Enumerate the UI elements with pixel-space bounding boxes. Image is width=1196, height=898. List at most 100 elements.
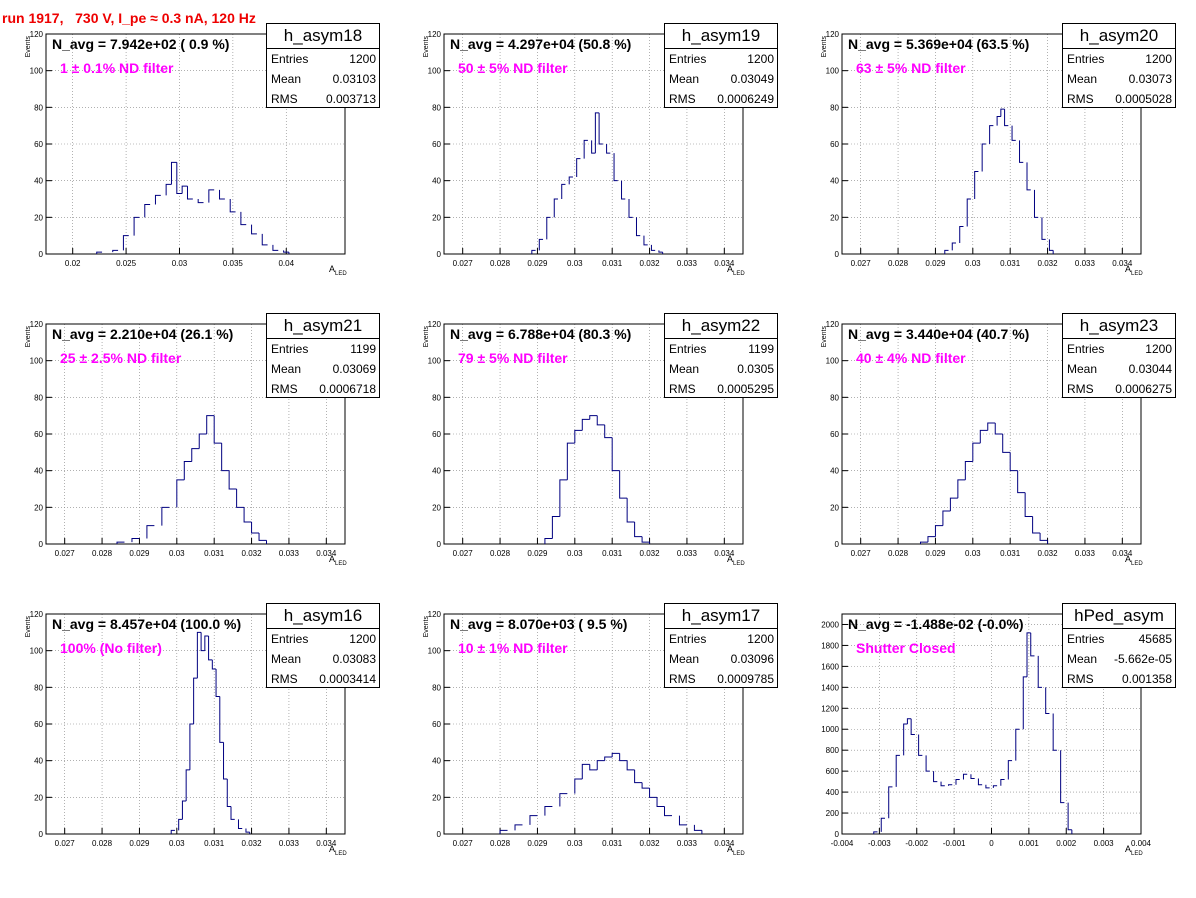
histogram-bin — [985, 784, 990, 789]
x-tick-label: 0.033 — [279, 549, 300, 558]
x-tick-label: 0.03 — [567, 839, 583, 848]
x-tick-label: -0.001 — [943, 839, 966, 848]
x-axis-label: ALED — [1125, 844, 1143, 857]
stats-mean-value: 0.03044 — [1128, 362, 1172, 376]
histogram-bin — [200, 632, 205, 652]
stats-entries-row: Entries 1200 — [1063, 339, 1175, 359]
y-tick-label: 0 — [835, 830, 840, 839]
navg-label: N_avg = 4.297e+04 (50.8 %) — [450, 36, 632, 52]
histogram-bin — [193, 677, 198, 724]
stats-title: h_asym17 — [665, 604, 777, 629]
filter-annotation: 40 ± 4% ND filter — [856, 350, 966, 366]
histogram-bin — [1033, 189, 1039, 218]
histogram-bin — [1017, 470, 1026, 494]
stats-rms-row: RMS 0.0006275 — [1063, 379, 1175, 399]
histogram-bin — [574, 778, 583, 794]
x-tick-label: 0.032 — [640, 259, 661, 268]
y-tick-label: 60 — [432, 140, 441, 149]
x-tick-label: 0.028 — [92, 839, 113, 848]
histogram-bin — [656, 797, 665, 807]
stats-entries-label: Entries — [669, 52, 707, 66]
histogram-plot: 0.027 0.028 0.029 0.03 0.031 0.032 0.033 0.034 0… — [423, 30, 745, 277]
stats-entries-row: Entries 1200 — [267, 629, 379, 649]
histogram-bin — [1045, 687, 1050, 715]
x-tick-label: 0.034 — [714, 259, 735, 268]
histogram-bin — [962, 773, 968, 780]
stats-entries-label: Entries — [669, 342, 707, 356]
histogram-bin — [223, 742, 228, 780]
histogram-bin — [122, 235, 129, 251]
stats-mean-label: Mean — [669, 362, 700, 376]
histogram-bin — [1037, 655, 1042, 688]
histogram-bin — [613, 153, 618, 182]
y-tick-label: 120 — [428, 320, 442, 329]
histogram-bin — [957, 479, 966, 499]
histogram-bin — [994, 423, 1003, 435]
y-tick-label: 400 — [826, 788, 840, 797]
histogram-bin — [1002, 434, 1011, 453]
histogram-bin — [959, 226, 964, 243]
x-tick-label: 0.031 — [602, 259, 623, 268]
filter-annotation: 100% (No filter) — [60, 640, 162, 656]
histogram-bin — [176, 162, 183, 194]
stats-entries-value: 1200 — [1145, 52, 1172, 66]
histogram-bin — [568, 176, 573, 185]
y-axis-label: Events — [423, 616, 430, 638]
histogram-bin — [589, 764, 598, 771]
stats-title: h_asym18 — [267, 24, 379, 49]
stats-entries-label: Entries — [1067, 632, 1105, 646]
histogram-bin — [951, 242, 956, 251]
y-tick-label: 2000 — [821, 620, 839, 629]
navg-label: N_avg = 6.788e+04 (80.3 %) — [450, 326, 632, 342]
stats-mean-row: Mean 0.03096 — [665, 649, 777, 669]
navg-label: N_avg = 8.070e+03 ( 9.5 %) — [450, 616, 628, 632]
y-tick-label: 100 — [30, 67, 44, 76]
x-tick-label: 0.032 — [1038, 549, 1059, 558]
stats-box: h_asym17 Entries 1200 Mean 0.03096 RMS 0.00097… — [664, 603, 778, 688]
histogram-bin — [243, 507, 252, 523]
stats-mean-label: Mean — [669, 652, 700, 666]
stats-rms-value: 0.0005295 — [717, 382, 774, 396]
x-axis-label: ALED — [1125, 264, 1143, 277]
stats-entries-label: Entries — [1067, 52, 1105, 66]
histogram-bin — [1048, 239, 1054, 251]
stats-box: h_asym22 Entries 1199 Mean 0.0305 RMS 0.000529… — [664, 313, 778, 398]
x-tick-label: 0.034 — [1112, 549, 1133, 558]
y-tick-label: 60 — [432, 720, 441, 729]
y-tick-label: 20 — [34, 213, 43, 222]
histogram-bin — [1000, 779, 1005, 786]
x-axis-label: ALED — [727, 554, 745, 567]
x-tick-label: 0.033 — [677, 549, 698, 558]
histogram-bin — [181, 185, 188, 194]
stats-mean-row: Mean 0.03073 — [1063, 69, 1175, 89]
stats-rms-row: RMS 0.001358 — [1063, 669, 1175, 689]
x-tick-label: 0.004 — [1131, 839, 1152, 848]
filter-annotation: 25 ± 2.5% ND filter — [60, 350, 182, 366]
x-tick-label: 0.028 — [888, 549, 909, 558]
histogram-plot: 0.027 0.028 0.029 0.03 0.031 0.032 0.033 0.034 0… — [821, 320, 1143, 567]
histogram-bin — [514, 824, 523, 831]
histogram-bin — [529, 815, 538, 825]
histogram-bin — [206, 415, 215, 434]
histogram-bin — [146, 525, 155, 539]
histogram-bin — [144, 204, 151, 218]
stats-mean-value: 0.03083 — [332, 652, 376, 666]
x-axis-label: ALED — [727, 844, 745, 857]
y-axis-label: Events — [25, 36, 32, 58]
y-tick-label: 100 — [826, 357, 840, 366]
histogram-bin — [1011, 125, 1016, 141]
histogram-bin — [643, 235, 648, 246]
stats-title: h_asym23 — [1063, 314, 1175, 339]
stats-box: h_asym21 Entries 1199 Mean 0.03069 RMS 0.00067… — [266, 313, 380, 398]
histogram-bin — [635, 217, 641, 237]
y-tick-label: 0 — [437, 540, 442, 549]
stats-entries-value: 1199 — [350, 342, 376, 356]
x-tick-label: 0.032 — [1038, 259, 1059, 268]
histogram-panel-h_asym23: 0.027 0.028 0.029 0.03 0.031 0.032 0.033 0.034 0… — [796, 313, 1194, 608]
histogram-bin — [934, 525, 943, 537]
stats-entries-row: Entries 1199 — [267, 339, 379, 359]
x-tick-label: 0.032 — [640, 549, 661, 558]
histogram-bin — [183, 461, 192, 480]
histogram-bin — [178, 818, 183, 831]
x-tick-label: 0.032 — [242, 549, 263, 558]
